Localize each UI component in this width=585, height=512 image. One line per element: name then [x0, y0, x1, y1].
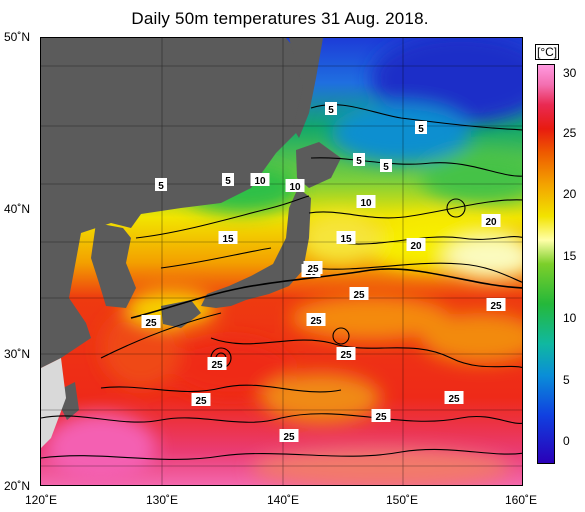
contour-label: 25	[279, 429, 299, 443]
contour-label: 25	[349, 287, 369, 301]
land	[41, 38, 341, 448]
china-coast	[41, 358, 66, 448]
contour-label: 25	[336, 347, 356, 361]
contour-label: 5	[222, 173, 234, 187]
contour-label-text: 20	[410, 241, 422, 252]
temperature-patches	[46, 38, 522, 485]
contour-label: 25	[444, 391, 464, 405]
contour-label: 5	[325, 102, 337, 116]
contour-label: 5	[155, 178, 167, 192]
map-title: Daily 50m temperatures 31 Aug. 2018.	[131, 9, 429, 28]
lon-label-160e: 160˚E	[505, 493, 538, 507]
contour-label: 25	[207, 357, 227, 371]
lon-label-150e: 150˚E	[386, 493, 419, 507]
contour-label-text: 25	[145, 318, 157, 329]
colorbar-tick-30: 30	[563, 66, 577, 80]
sakhalin	[289, 38, 323, 138]
contour-label-group: 5555551010101515202020252525252525252525…	[141, 102, 506, 443]
contour-label: 15	[336, 231, 356, 245]
colorbar-tick-20: 20	[563, 187, 577, 201]
lat-label-40n: 40˚N	[4, 202, 31, 216]
contour-label: 25	[303, 261, 323, 275]
contour-lines	[41, 104, 522, 460]
contour-label-text: 25	[340, 350, 352, 361]
colorbar-unit: [°C]	[535, 44, 560, 60]
colorbar-tick-0: 0	[563, 434, 570, 448]
contour-label-text: 25	[448, 394, 460, 405]
contour-label-text: 20	[485, 217, 497, 228]
contour-label-text: 10	[289, 182, 301, 193]
map-svg: 5555551010101515202020252525252525252525…	[41, 38, 522, 485]
colorbar-tick-15: 15	[563, 249, 577, 263]
honshu	[201, 188, 311, 308]
contour-label-text: 10	[360, 198, 372, 209]
contour-label-text: 25	[375, 412, 387, 423]
lon-label-140e: 140˚E	[267, 493, 300, 507]
contour-label-text: 10	[254, 176, 266, 187]
colorbar	[537, 64, 555, 464]
lat-label-20n: 20˚N	[4, 479, 31, 493]
contour-label-text: 5	[356, 156, 362, 167]
contour-label: 10	[285, 179, 305, 193]
contour-label: 5	[415, 121, 427, 135]
contour-label-text: 15	[340, 234, 352, 245]
colorbar-tick-25: 25	[563, 126, 577, 140]
korean-peninsula	[91, 223, 136, 308]
lon-label-120e: 120˚E	[25, 493, 58, 507]
contour-label: 5	[380, 159, 392, 173]
colorbar-tick-5: 5	[563, 373, 570, 387]
contour-label: 25	[141, 315, 161, 329]
lat-label-50n: 50˚N	[4, 30, 31, 44]
contour-label: 25	[371, 409, 391, 423]
temperature-map: 5555551010101515202020252525252525252525…	[40, 37, 523, 486]
lat-label-30n: 30˚N	[4, 347, 31, 361]
contour-label-text: 25	[490, 301, 502, 312]
taiwan	[61, 382, 79, 420]
contour-label-text: 25	[211, 360, 223, 371]
contour-label: 10	[356, 195, 376, 209]
contour-label-text: 25	[195, 396, 207, 407]
contour-label-text: 15	[222, 234, 234, 245]
contour-label: 5	[353, 153, 365, 167]
contour-label: 25	[306, 313, 326, 327]
contour-label-text: 25	[310, 316, 322, 327]
contour-label-text: 25	[353, 290, 365, 301]
colorbar-tick-10: 10	[563, 311, 577, 325]
contour-label: 20	[406, 238, 426, 252]
mainland-asia	[41, 38, 311, 368]
contour-label: 25	[486, 298, 506, 312]
contour-label: 25	[191, 393, 211, 407]
contour-label-text: 5	[225, 176, 231, 187]
contour-label: 10	[250, 173, 270, 187]
contour-label: 15	[218, 231, 238, 245]
contour-label-text: 25	[307, 264, 319, 275]
grid-lines	[41, 38, 522, 485]
contour-label-text: 5	[383, 162, 389, 173]
contour-label-text: 5	[158, 181, 164, 192]
contour-label-text: 5	[418, 124, 424, 135]
contour-label-text: 25	[283, 432, 295, 443]
hokkaido	[296, 142, 341, 188]
contour-label: 20	[481, 214, 501, 228]
lon-label-130e: 130˚E	[146, 493, 179, 507]
contour-label-text: 5	[328, 105, 334, 116]
